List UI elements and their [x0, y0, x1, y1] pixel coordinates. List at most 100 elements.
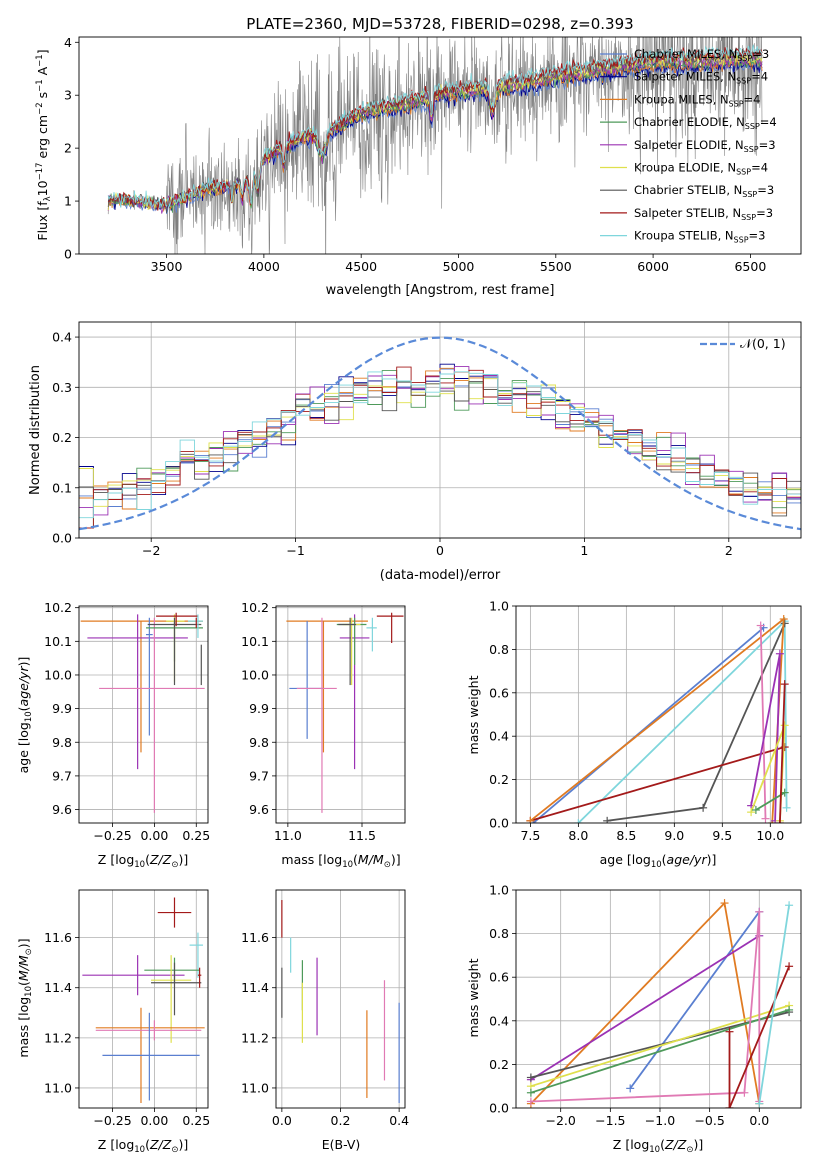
y-tick-label: 9.8	[52, 735, 72, 750]
legend-part: Kroupa MILES, N	[634, 92, 729, 106]
legend-part: SSP	[729, 99, 744, 108]
label-part: Z [log	[98, 1137, 134, 1152]
label-part: −2	[35, 102, 45, 115]
x-tick-label: 11.5	[348, 828, 376, 843]
y-tick-label: 11.2	[241, 1030, 269, 1045]
label-part: 10	[342, 860, 353, 870]
x-tick-label: 10.0	[756, 828, 784, 843]
massweight-z-line	[530, 1004, 790, 1088]
x-tick-label: −1.5	[595, 1113, 625, 1128]
legend-part: Kroupa STELIB, N	[634, 229, 734, 243]
y-tick-label: 0.4	[489, 729, 509, 744]
y-tick-label: 11.0	[241, 1080, 269, 1095]
label-part: )]	[391, 852, 401, 867]
spectrum-xlabel: wavelength [Angstrom, rest frame]	[326, 283, 555, 298]
legend-entry: Salpeter ELODIE, NSSP=3	[634, 138, 776, 154]
label-part: age [log	[600, 852, 651, 867]
legend-part: SSP	[736, 77, 751, 86]
y-tick-label: 1	[64, 194, 72, 209]
age-vs-mass-panel: 11.0 11.5 9.6 9.7 9.8 9.9 10.0 10.1 10.2 mass [lo…	[241, 600, 406, 870]
massweight-z-line	[530, 901, 761, 1105]
spectrum-panel: 3500 4000 4500 5000 5500 6000 6500 0 1 2 3 4 Flux [f…	[35, 35, 802, 298]
label-part: )]	[707, 852, 717, 867]
legend-entry: Kroupa MILES, NSSP=4	[634, 92, 760, 108]
y-tick-label: 9.6	[249, 802, 269, 817]
x-tick-label: 0.00	[140, 828, 168, 843]
label-part: )]	[16, 657, 31, 667]
y-tick-label: 10.0	[44, 667, 72, 682]
normal-curve	[79, 336, 801, 531]
x-tick-label: 8.0	[568, 828, 588, 843]
x-tick-label: 6000	[637, 259, 669, 274]
x-tick-label: 2	[725, 543, 733, 558]
legend-entry: Chabrier ELODIE, NSSP=4	[634, 115, 777, 131]
y-tick-label: 11.4	[241, 980, 269, 995]
plot-area	[79, 606, 208, 823]
x-tick-label: 0.0	[749, 1113, 769, 1128]
normal-legend-label: 𝒩(0, 1)	[740, 336, 786, 351]
label-part: age/yr	[667, 852, 708, 867]
legend-part: Chabrier ELODIE, N	[634, 115, 745, 129]
axes-frame	[78, 889, 209, 1109]
label-part: 10	[134, 1145, 145, 1155]
legend-part: =3	[759, 138, 776, 152]
massweight-z-line	[758, 905, 790, 1104]
legend-part: SSP	[741, 213, 756, 222]
label-part: )]	[178, 1137, 188, 1152]
axes-frame	[78, 36, 802, 255]
y-tick-label: 3	[64, 88, 72, 103]
x-tick-label: 1	[580, 543, 588, 558]
x-tick-label: 7.5	[520, 828, 540, 843]
x-tick-label: 0.2	[331, 1113, 351, 1128]
x-tick-label: 6500	[734, 259, 766, 274]
massweight-age-line	[779, 684, 786, 823]
label-part: 10	[134, 860, 145, 870]
label-part: ⊙	[24, 948, 34, 955]
age-vs-z-panel: −0.25 0.00 0.25 9.6 9.7 9.8 9.9 10.0 10.1 10.2 age…	[16, 600, 210, 870]
spectrum-ylabel: Flux [fλ10−17 erg cm−2 s−1 A−1]	[35, 49, 53, 240]
axes-frame	[78, 605, 209, 824]
label-part: ⊙	[384, 860, 391, 870]
mw-age-xlabel: age [log10(age/yr)]	[600, 852, 717, 870]
x-tick-label: −0.25	[93, 1113, 131, 1128]
y-tick-label: 0.8	[489, 642, 509, 657]
y-tick-label: 0.6	[489, 970, 509, 985]
label-part: M/M	[16, 955, 31, 981]
residual-ylabel: Normed distribution	[28, 365, 43, 495]
y-tick-label: 2	[64, 141, 72, 156]
mass-vs-ebv-panel: 0.0 0.2 0.4 11.0 11.2 11.4 11.6 E(B-V)	[241, 889, 409, 1152]
label-part: s	[35, 92, 50, 103]
label-part: Z/Z	[664, 1137, 687, 1152]
mass-z-ylabel: mass [log10(M/M⊙)]	[16, 938, 34, 1057]
y-tick-label: 9.7	[52, 768, 72, 783]
y-tick-label: 11.0	[44, 1080, 72, 1095]
label-part: (	[660, 1137, 665, 1152]
histogram-step	[79, 371, 801, 519]
label-part: −17	[35, 162, 45, 180]
residual-xlabel: (data-model)/error	[380, 568, 501, 583]
label-part: age/yr	[16, 666, 31, 707]
x-tick-label: 4000	[248, 259, 280, 274]
plot-area	[516, 890, 801, 1108]
legend-part: =4	[760, 115, 777, 129]
y-tick-label: 9.9	[52, 701, 72, 716]
x-tick-label: −0.25	[93, 828, 131, 843]
label-part: Flux [f	[35, 201, 50, 241]
spectrum-data-line	[107, 37, 763, 254]
label-part: )]	[16, 938, 31, 948]
y-tick-label: 0.0	[52, 531, 72, 546]
legend-entry: Kroupa STELIB, NSSP=3	[634, 229, 765, 245]
label-part: (	[145, 852, 150, 867]
y-tick-label: 11.4	[44, 980, 72, 995]
x-tick-label: −2	[142, 543, 160, 558]
label-part: (	[353, 852, 358, 867]
x-tick-label: 11.0	[274, 828, 302, 843]
y-tick-label: 9.6	[52, 802, 72, 817]
y-tick-label: 9.9	[249, 701, 269, 716]
legend-entry: Chabrier MILES, NSSP=3	[634, 47, 769, 63]
y-tick-label: 0.8	[489, 926, 509, 941]
massweight-z-line	[728, 965, 790, 1108]
y-tick-label: 0.2	[489, 1057, 509, 1072]
x-tick-label: −0.5	[694, 1113, 724, 1128]
